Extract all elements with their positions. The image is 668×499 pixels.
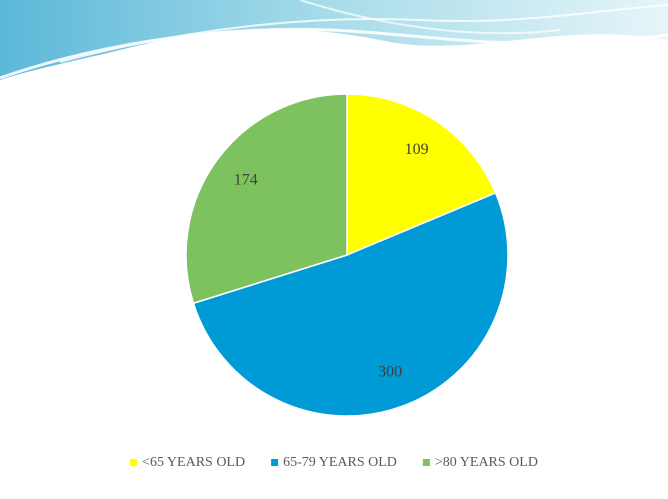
legend-swatch [271,459,279,466]
legend-label: <65 YEARS OLD [142,455,245,470]
pie-slice [346,93,497,257]
pie-slice [192,191,509,417]
data-label: 174 [234,171,258,188]
legend-label: 65-79 YEARS OLD [283,455,397,470]
legend-swatch [422,459,430,466]
header-decoration [0,0,668,80]
legend-swatch [130,459,138,466]
legend: <65 YEARS OLD 65-79 YEARS OLD >80 YEARS OL… [130,455,538,470]
data-label: 109 [405,141,429,158]
pie: 109 300 174 [185,93,509,417]
pie-slice [185,93,348,305]
data-label: 300 [378,364,402,381]
legend-label: >80 YEARS OLD [435,455,538,470]
